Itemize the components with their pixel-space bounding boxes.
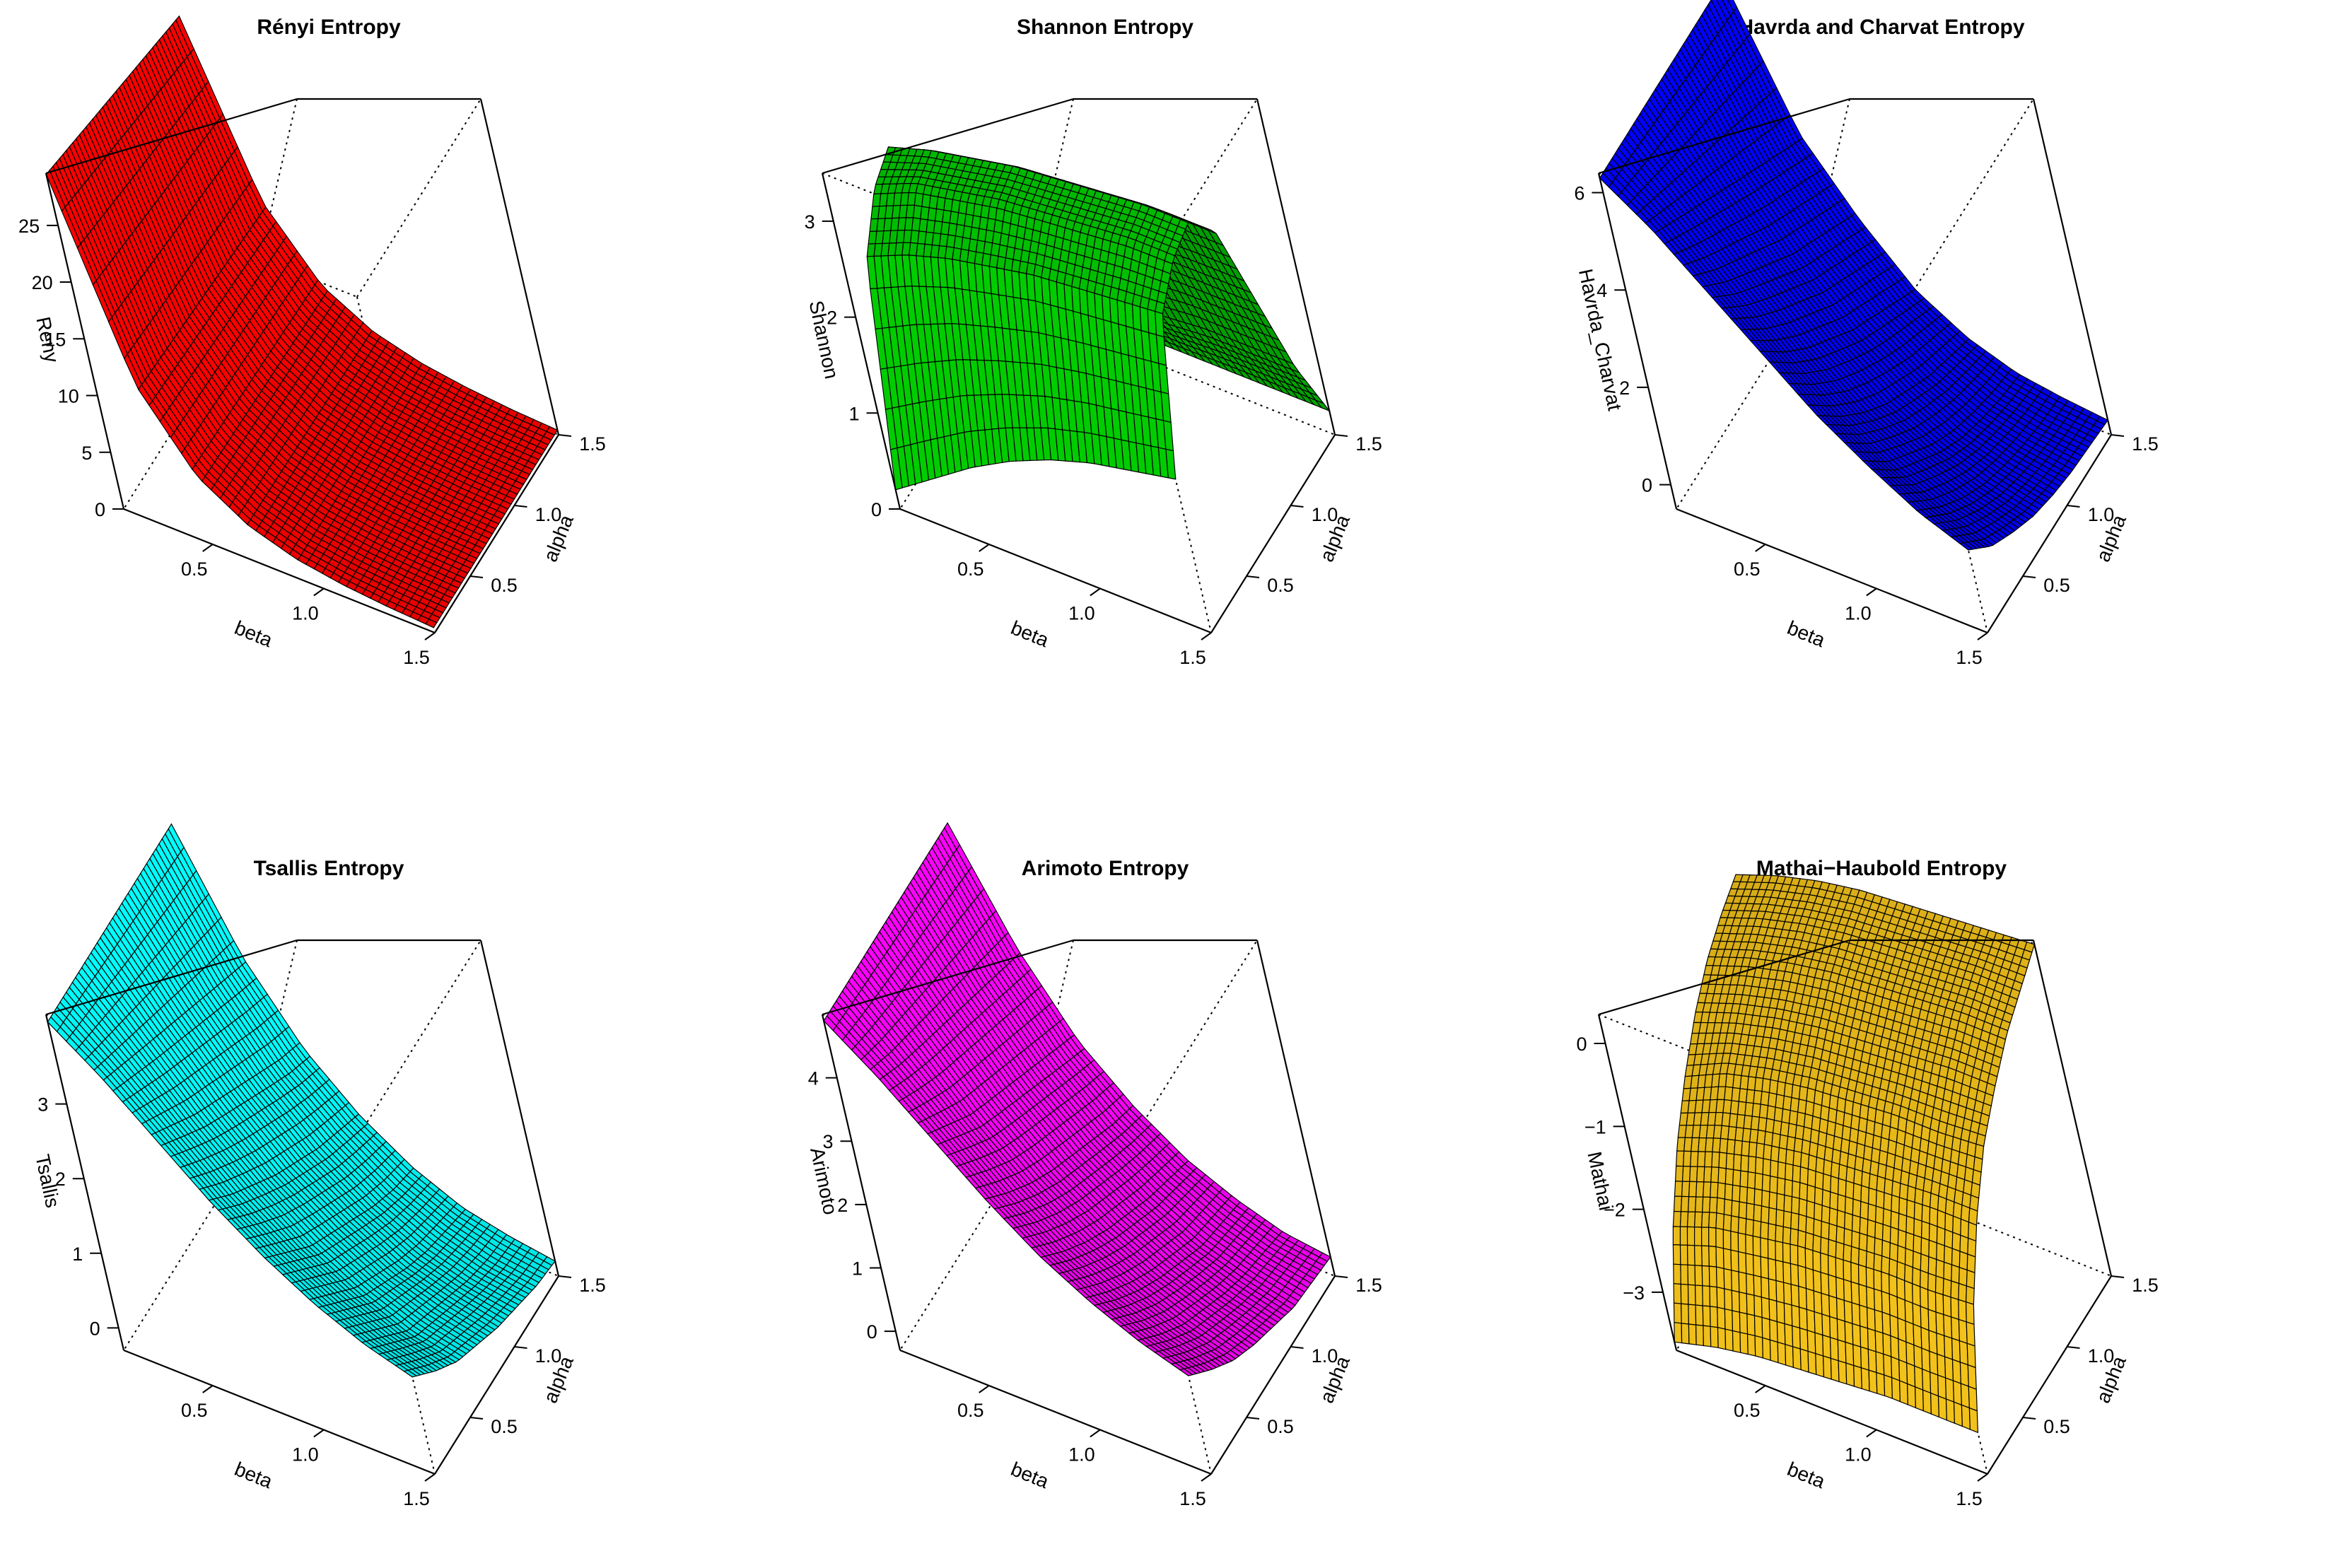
y-tick-label: 0.5 [2043,575,2070,596]
y-tick-label: 0.5 [1267,575,1294,596]
surface-mesh [45,15,559,628]
x-tick [1866,587,1877,597]
box-edge [2032,98,2113,435]
x-tick-label: 0.5 [1734,558,1761,580]
y-tick [1290,505,1304,508]
y-tick-label: 0.5 [491,575,518,596]
x-tick-label: 0.5 [181,558,208,580]
x-axis-beta: 0.5 1.0 1.5 beta [1734,544,1988,668]
z-tick-label: 20 [32,272,53,293]
x-tick [1977,632,1988,640]
z-axis-label: Havrda_Charvat [1575,267,1626,413]
box-edge-dotted [356,98,481,298]
x-tick [1090,587,1101,597]
entropy-chart-4: Tsallis Entropy0.51.01.5beta0.51.01.5alp… [31,823,606,1509]
box-edge [479,98,560,435]
y-tick-label: 1.5 [2132,433,2159,455]
x-tick-label: 1.5 [1179,647,1206,668]
x-tick-label: 1.5 [403,647,430,668]
z-tick-label: 5 [81,443,92,464]
surface-mesh [1599,0,2109,551]
x-tick-label: 1.5 [1956,647,1983,668]
z-tick-label: 25 [18,216,40,237]
x-axis-label: beta [1784,616,1828,651]
z-tick-label: 10 [58,386,79,407]
y-tick [1334,434,1348,437]
entropy-chart-2: Shannon Entropy 0.5 1.0 1.5 beta 0.51.01.5alp… [805,16,1382,668]
x-tick [202,544,214,552]
x-tick-label: 0.5 [957,558,984,580]
surface-mesh [47,823,556,1378]
x-tick [979,544,990,552]
y-tick [1246,575,1260,578]
y-tick [558,434,572,437]
y-tick [469,575,484,578]
box-edge-dotted [247,98,298,312]
y-tick-label: 1.5 [1355,433,1382,455]
x-axis-beta: 0.5 1.0 1.5 beta [957,544,1212,668]
box-edge [899,508,1212,634]
x-tick [1201,632,1212,640]
y-tick [514,505,527,508]
x-tick-label: 1.0 [1845,603,1872,624]
chart-title: Tsallis Entropy [254,857,404,880]
x-tick-label: 1.0 [1068,603,1095,624]
entropy-chart-3: Havrda and Charvat Entropy0.51.01.5beta0… [1574,0,2159,668]
z-tick-label: 1 [849,403,860,424]
x-tick [424,632,436,640]
chart-title: Rényi Entropy [257,16,401,39]
chart-title: Shannon Entropy [1017,16,1193,39]
y-tick [2067,505,2080,508]
x-tick [1755,544,1766,552]
surface-mesh [866,146,1331,491]
surface-facet [1155,310,1164,338]
chart-title: Havrda and Charvat Entropy [1738,16,2024,39]
box-edge-dotted [356,940,481,1139]
x-axis-label: beta [231,616,276,651]
y-tick-label: 1.5 [579,433,606,455]
z-tick-label: 3 [805,211,815,233]
z-tick-label: 0 [1642,475,1652,496]
x-tick-label: 1.0 [292,603,319,624]
entropy-chart-1: Rényi Entropy0.51.01.5beta0.51.01.5alpha… [18,15,606,668]
x-axis-label: beta [1008,616,1052,651]
box-edge [1210,434,1336,633]
z-axis-label: Reny [32,315,63,364]
y-tick [2111,434,2125,437]
y-tick [2022,575,2036,578]
z-tick-label: 6 [1574,183,1584,204]
x-tick [313,587,325,597]
box-edge-dotted [1909,98,2034,298]
z-tick-label: 0 [95,499,105,520]
z-tick-label: 0 [871,499,882,520]
